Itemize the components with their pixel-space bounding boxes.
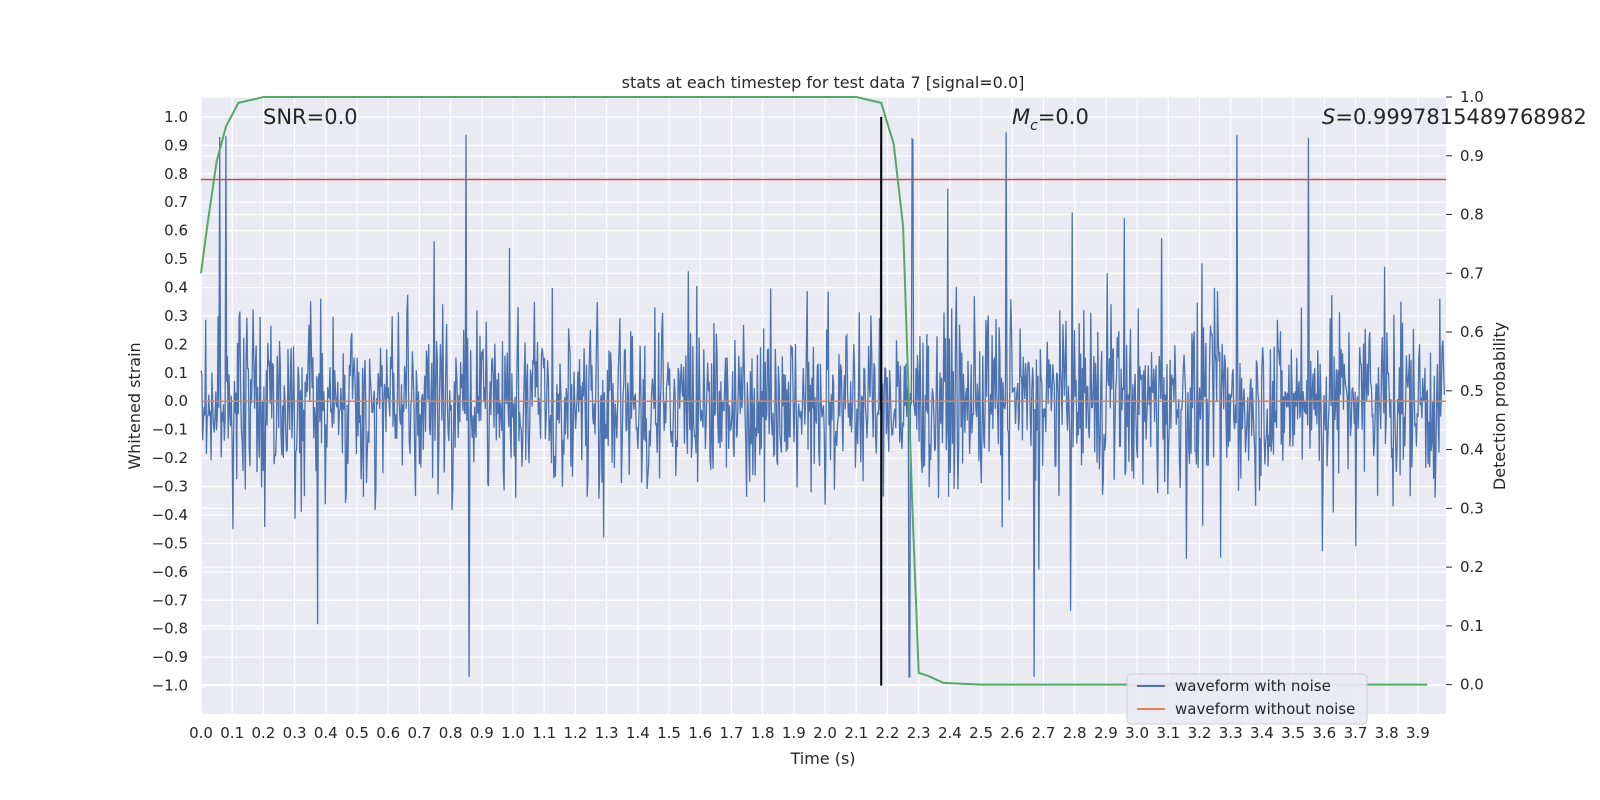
y-tick-label: 0.7	[164, 193, 188, 211]
series-detection-probability	[200, 96, 1428, 686]
y2-tick-label: 1.0	[1460, 88, 1484, 106]
x-tick-label: 1.5	[657, 724, 681, 742]
x-tick-label: 2.8	[1063, 724, 1087, 742]
y-tick-label: −1.0	[152, 677, 188, 695]
y-tick-labels: 1.0 0.9 0.8 0.7 0.6 0.5 0.4 0.3 0.2 0.1 0.0 −0.1 −0.…	[152, 108, 188, 695]
y-tick-label: 0.0	[164, 392, 188, 410]
legend: waveform with noise waveform without noi…	[1126, 673, 1368, 725]
y-tick-label: 0.9	[164, 136, 188, 154]
y-tick-label: −0.5	[152, 534, 188, 552]
detection-probability-line	[200, 96, 1428, 686]
x-tick-label: 2.0	[813, 724, 837, 742]
x-tick-label: 1.1	[532, 724, 556, 742]
s-annotation: S=0.9997815489768982	[1322, 105, 1587, 129]
x-tick-label: 1.7	[720, 724, 744, 742]
y-tick-label: −0.6	[152, 563, 188, 581]
x-axis-label: Time (s)	[789, 749, 855, 768]
x-tick-label: 3.1	[1156, 724, 1180, 742]
y-tick-label: −0.8	[152, 620, 188, 638]
x-tick-label: 0.5	[345, 724, 369, 742]
y2-tick-label: 0.9	[1460, 147, 1484, 165]
s-symbol: S	[1322, 105, 1335, 129]
y2-tick-label: 0.4	[1460, 441, 1484, 459]
y-tick-label: 0.4	[164, 279, 188, 297]
y-tick-label: 1.0	[164, 108, 188, 126]
x-tick-label: 1.9	[782, 724, 806, 742]
y2-tick-label: 0.7	[1460, 264, 1484, 282]
x-tick-label: 2.5	[969, 724, 993, 742]
x-tick-label: 0.7	[407, 724, 431, 742]
x-tick-label: 1.6	[688, 724, 712, 742]
x-tick-label: 2.7	[1032, 724, 1056, 742]
x-tick-label: 3.3	[1219, 724, 1243, 742]
x-tick-label: 1.2	[564, 724, 588, 742]
x-tick-label: 1.8	[751, 724, 775, 742]
y2-tick-label: 0.1	[1460, 617, 1484, 635]
y2-axis-label: Detection probability	[1490, 322, 1509, 490]
y-tick-label: −0.9	[152, 648, 188, 666]
y-tick-label: −0.4	[152, 506, 188, 524]
x-tick-label: 0.9	[470, 724, 494, 742]
y-tick-label: 0.8	[164, 165, 188, 183]
noise-waveform-line	[200, 132, 1446, 678]
mc-subscript: c	[1030, 118, 1038, 134]
x-tick-label: 2.6	[1000, 724, 1024, 742]
x-tick-label: 3.6	[1312, 724, 1336, 742]
y-tick-label: −0.7	[152, 591, 188, 609]
x-tick-label: 1.0	[501, 724, 525, 742]
y2-tick-label: 0.8	[1460, 206, 1484, 224]
y2-tick-label: 0.3	[1460, 499, 1484, 517]
series-waveform-with-noise	[200, 132, 1446, 678]
y-tick-label: 0.6	[164, 222, 188, 240]
snr-annotation: SNR=0.0	[263, 105, 358, 129]
y-tick-label: 0.2	[164, 335, 188, 353]
y2-tick-label: 0.2	[1460, 558, 1484, 576]
y2-tick-labels: 1.0 0.9 0.8 0.7 0.6 0.5 0.4 0.3 0.2 0.1 0.0	[1460, 88, 1484, 694]
y-tick-label: 0.5	[164, 250, 188, 268]
y2-tick-label: 0.5	[1460, 382, 1484, 400]
x-tick-label: 2.9	[1094, 724, 1118, 742]
x-tick-label: 1.4	[626, 724, 650, 742]
x-tick-label: 0.0	[189, 724, 213, 742]
x-tick-label: 0.4	[314, 724, 338, 742]
y2-tick-label: 0.0	[1460, 676, 1484, 694]
x-tick-label: 2.2	[876, 724, 900, 742]
y-tick-label: −0.1	[152, 421, 188, 439]
x-tick-label: 3.2	[1188, 724, 1212, 742]
x-tick-label: 3.5	[1281, 724, 1305, 742]
y-tick-label: −0.2	[152, 449, 188, 467]
x-tick-label: 2.1	[844, 724, 868, 742]
mc-annotation: Mc=0.0	[1012, 105, 1089, 134]
x-tick-label: 0.3	[283, 724, 307, 742]
y-gridlines	[201, 116, 1446, 687]
x-tick-label: 0.2	[251, 724, 275, 742]
x-tick-label: 3.0	[1125, 724, 1149, 742]
x-tick-labels: 0.0 0.1 0.2 0.3 0.4 0.5 0.6 0.7 0.8 0.9 1.0 1.1 1.2 1…	[189, 724, 1430, 742]
legend-label-clean: waveform without noise	[1175, 700, 1355, 718]
y-axis-label: Whitened strain	[125, 342, 144, 469]
y-tick-label: −0.3	[152, 478, 188, 496]
x-tick-label: 0.8	[439, 724, 463, 742]
y2-tick-label: 0.6	[1460, 323, 1484, 341]
x-tick-label: 0.1	[220, 724, 244, 742]
legend-label-noise: waveform with noise	[1175, 677, 1331, 695]
legend-box	[1126, 673, 1368, 725]
x-tick-label: 3.4	[1250, 724, 1274, 742]
x-tick-label: 3.8	[1375, 724, 1399, 742]
mc-symbol: M	[1012, 105, 1030, 129]
mc-value: =0.0	[1038, 105, 1089, 129]
x-tick-label: 2.3	[907, 724, 931, 742]
y-tick-label: 0.3	[164, 307, 188, 325]
x-tick-label: 3.9	[1406, 724, 1430, 742]
x-tick-label: 0.6	[376, 724, 400, 742]
x-tick-label: 1.3	[595, 724, 619, 742]
x-tick-label: 2.4	[938, 724, 962, 742]
chart-title: stats at each timestep for test data 7 […	[622, 73, 1025, 92]
x-tick-label: 3.7	[1344, 724, 1368, 742]
s-value: =0.9997815489768982	[1335, 105, 1586, 129]
y-tick-label: 0.1	[164, 364, 188, 382]
